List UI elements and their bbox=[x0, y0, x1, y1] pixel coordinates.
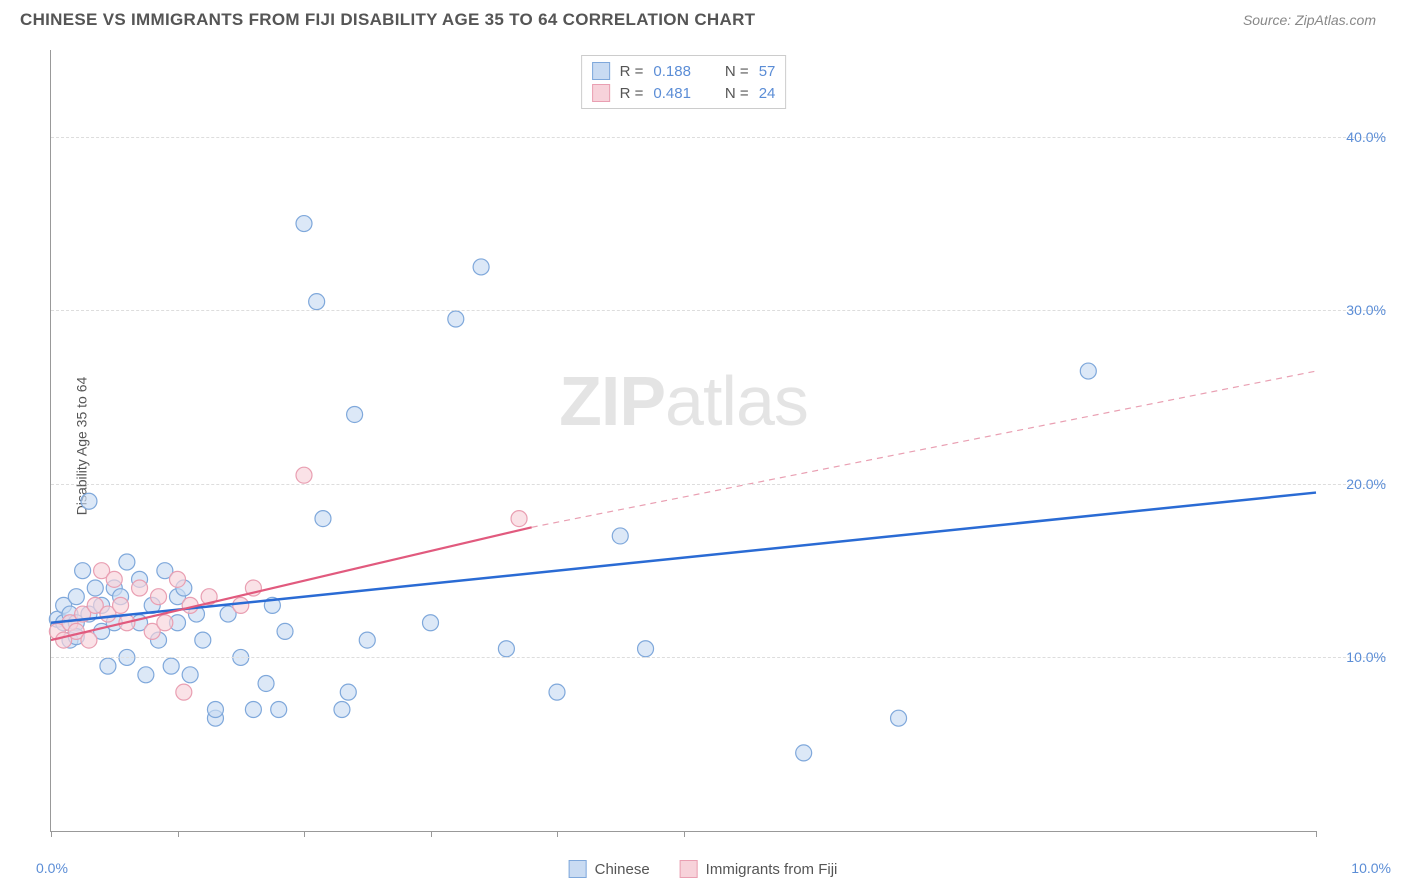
x-tick bbox=[684, 831, 685, 837]
y-tick-label: 10.0% bbox=[1346, 649, 1386, 665]
legend-label: Immigrants from Fiji bbox=[706, 861, 838, 878]
r-value: 0.188 bbox=[653, 63, 691, 80]
data-point bbox=[157, 615, 173, 631]
data-point bbox=[498, 641, 514, 657]
data-point bbox=[359, 632, 375, 648]
data-point bbox=[163, 658, 179, 674]
gridline bbox=[51, 310, 1386, 311]
n-value: 24 bbox=[759, 85, 776, 102]
data-point bbox=[448, 311, 464, 327]
data-point bbox=[68, 589, 84, 605]
data-point bbox=[277, 623, 293, 639]
data-point bbox=[138, 667, 154, 683]
data-point bbox=[473, 259, 489, 275]
data-point bbox=[549, 684, 565, 700]
data-point bbox=[81, 493, 97, 509]
legend-swatch bbox=[592, 84, 610, 102]
data-point bbox=[271, 702, 287, 718]
legend-swatch bbox=[680, 860, 698, 878]
data-point bbox=[176, 684, 192, 700]
x-axis-min-label: 0.0% bbox=[36, 860, 68, 876]
chart-title: CHINESE VS IMMIGRANTS FROM FIJI DISABILI… bbox=[20, 10, 755, 30]
gridline bbox=[51, 484, 1386, 485]
data-point bbox=[170, 571, 186, 587]
data-point bbox=[309, 294, 325, 310]
chart-plot-area: R =0.188N =57R =0.481N =24 ZIPatlas 0.0%… bbox=[50, 50, 1316, 832]
legend-label: Chinese bbox=[595, 861, 650, 878]
data-point bbox=[106, 571, 122, 587]
data-point bbox=[233, 597, 249, 613]
data-point bbox=[195, 632, 211, 648]
data-point bbox=[81, 632, 97, 648]
gridline bbox=[51, 137, 1386, 138]
n-label: N = bbox=[725, 85, 749, 102]
data-point bbox=[113, 597, 129, 613]
legend-row: R = 0.481 N = 24 bbox=[592, 82, 776, 104]
data-point bbox=[182, 667, 198, 683]
data-point bbox=[207, 702, 223, 718]
x-tick bbox=[304, 831, 305, 837]
x-tick bbox=[51, 831, 52, 837]
data-point bbox=[296, 467, 312, 483]
y-tick-label: 40.0% bbox=[1346, 129, 1386, 145]
trend-line-fiji-solid bbox=[51, 527, 532, 640]
data-point bbox=[638, 641, 654, 657]
trend-line-chinese bbox=[51, 493, 1316, 623]
source-attribution: Source: ZipAtlas.com bbox=[1243, 12, 1376, 28]
legend-item: Immigrants from Fiji bbox=[680, 860, 838, 878]
gridline bbox=[51, 657, 1386, 658]
data-point bbox=[340, 684, 356, 700]
data-point bbox=[511, 511, 527, 527]
n-value: 57 bbox=[759, 63, 776, 80]
data-point bbox=[245, 702, 261, 718]
data-point bbox=[151, 589, 167, 605]
data-point bbox=[796, 745, 812, 761]
n-label: N = bbox=[725, 63, 749, 80]
scatter-svg bbox=[51, 50, 1316, 831]
data-point bbox=[612, 528, 628, 544]
series-legend: Chinese Immigrants from Fiji bbox=[569, 860, 838, 878]
x-tick bbox=[178, 831, 179, 837]
y-tick-label: 30.0% bbox=[1346, 302, 1386, 318]
x-tick bbox=[557, 831, 558, 837]
x-axis-max-label: 10.0% bbox=[1351, 860, 1391, 876]
data-point bbox=[1080, 363, 1096, 379]
data-point bbox=[75, 563, 91, 579]
data-point bbox=[347, 406, 363, 422]
data-point bbox=[423, 615, 439, 631]
chart-header: CHINESE VS IMMIGRANTS FROM FIJI DISABILI… bbox=[0, 0, 1406, 30]
data-point bbox=[258, 675, 274, 691]
data-point bbox=[87, 580, 103, 596]
x-tick bbox=[1316, 831, 1317, 837]
legend-swatch bbox=[569, 860, 587, 878]
legend-item: Chinese bbox=[569, 860, 650, 878]
data-point bbox=[119, 554, 135, 570]
data-point bbox=[334, 702, 350, 718]
x-tick bbox=[431, 831, 432, 837]
r-value: 0.481 bbox=[653, 85, 691, 102]
correlation-legend: R = 0.188 N = 57 R = 0.481 N = 24 bbox=[581, 55, 787, 109]
data-point bbox=[296, 216, 312, 232]
legend-row: R = 0.188 N = 57 bbox=[592, 60, 776, 82]
data-point bbox=[132, 580, 148, 596]
r-label: R = bbox=[620, 63, 644, 80]
y-tick-label: 20.0% bbox=[1346, 476, 1386, 492]
r-label: R = bbox=[620, 85, 644, 102]
legend-swatch bbox=[592, 62, 610, 80]
data-point bbox=[891, 710, 907, 726]
data-point bbox=[100, 658, 116, 674]
data-point bbox=[315, 511, 331, 527]
